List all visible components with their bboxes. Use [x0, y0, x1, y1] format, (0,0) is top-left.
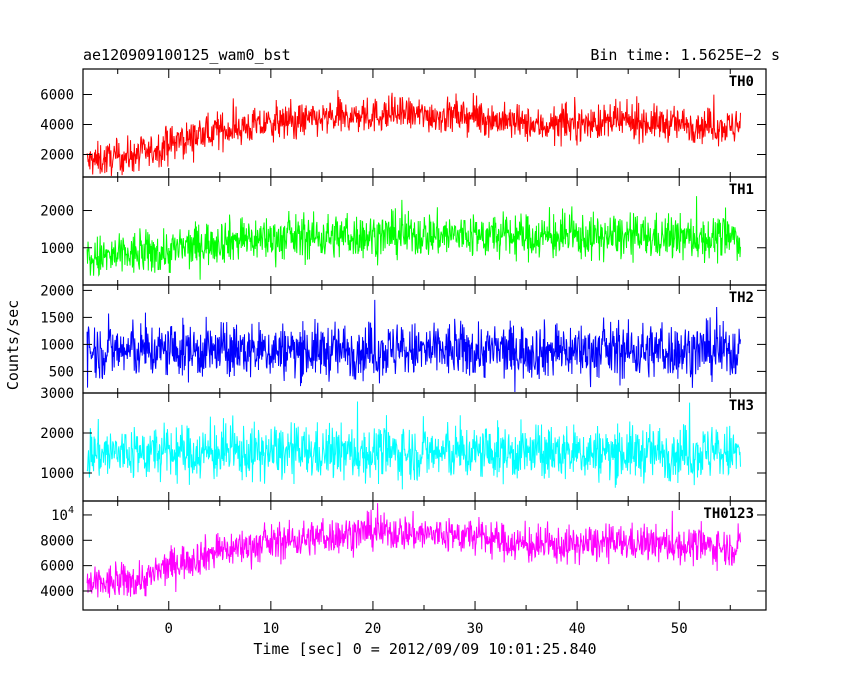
- bin-time-label: Bin time: 1.5625E−2 s: [590, 46, 780, 64]
- y-tick-label: 8000: [40, 533, 74, 549]
- series-th0123: [86, 503, 741, 598]
- y-tick-label: 1000: [40, 466, 74, 482]
- y-tick-label: 4000: [40, 118, 74, 134]
- x-axis-label: Time [sec] 0 = 2012/09/09 10:01:25.840: [253, 640, 596, 658]
- y-tick-label: 1000: [40, 337, 74, 353]
- x-tick-label: 0: [165, 621, 173, 637]
- panel-title: TH2: [729, 290, 754, 306]
- series-th0: [86, 90, 741, 177]
- panel-title: TH1: [729, 182, 754, 198]
- panel-title: TH0: [729, 74, 754, 90]
- y-tick-label: 2000: [40, 204, 74, 220]
- panel-frame: [82, 284, 767, 394]
- panel-title: TH3: [729, 398, 754, 414]
- panel-th3: TH3 1000 2000 3000: [40, 386, 767, 502]
- y-tick-label: 3000: [40, 386, 74, 402]
- file-label: ae120909100125_wam0_bst: [83, 46, 291, 64]
- x-tick-label: 10: [262, 621, 279, 637]
- x-tick-label: 50: [671, 621, 688, 637]
- series-th3: [86, 401, 741, 490]
- panel-th0123: TH0123 4000 6000 8000 104: [40, 500, 767, 611]
- series-th1: [86, 196, 741, 280]
- y-tick-label: 500: [49, 364, 74, 380]
- panel-frame: [82, 176, 767, 286]
- y-tick-label: 6000: [40, 559, 74, 575]
- x-tick-label: 40: [569, 621, 586, 637]
- y-tick-label: 6000: [40, 88, 74, 104]
- y-tick-label: 104: [51, 505, 74, 524]
- y-tick-label: 1500: [40, 310, 74, 326]
- panel-title: TH0123: [703, 506, 754, 522]
- panel-th0: TH0 2000 4000 6000: [40, 68, 767, 178]
- panel-th1: TH1 1000 2000: [40, 176, 767, 286]
- panel-frame: [82, 500, 767, 611]
- y-axis-label: Counts/sec: [4, 300, 22, 390]
- y-tick-label: 2000: [40, 283, 74, 299]
- y-tick-label: 4000: [40, 584, 74, 600]
- series-th2: [86, 299, 741, 393]
- x-tick-label: 20: [365, 621, 382, 637]
- y-tick-label: 2000: [40, 426, 74, 442]
- x-tick-label: 30: [467, 621, 484, 637]
- y-tick-label: 2000: [40, 148, 74, 164]
- x-axis: 0 10 20 30 40 50: [165, 621, 688, 637]
- panels: TH0 2000 4000 6000 TH1 1000 2000 TH2 500 1000 1500…: [40, 68, 767, 611]
- y-tick-label: 1000: [40, 241, 74, 257]
- panel-th2: TH2 500 1000 1500 2000: [40, 283, 767, 394]
